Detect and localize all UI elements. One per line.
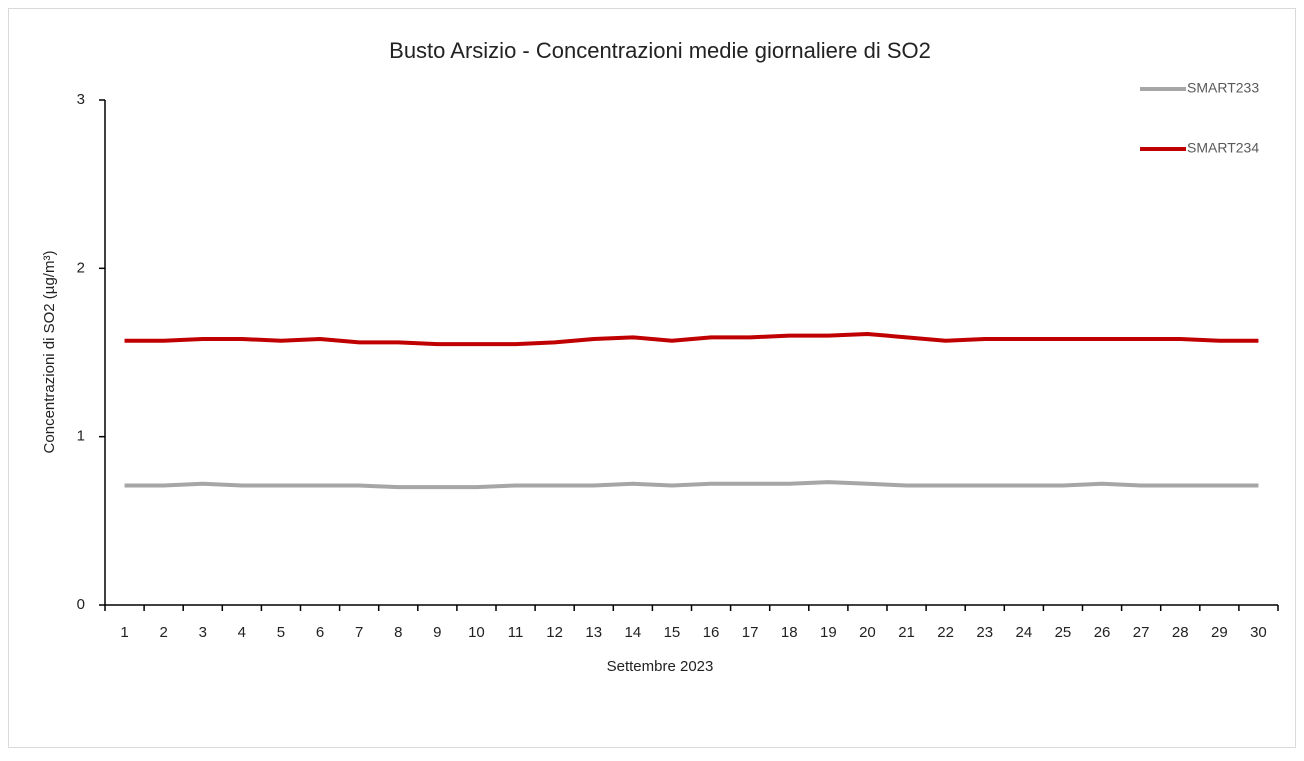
x-tick-label: 3 (199, 624, 207, 641)
chart-border (8, 8, 1296, 748)
chart-title: Busto Arsizio - Concentrazioni medie gio… (389, 38, 931, 63)
series-line (124, 331, 1259, 347)
x-tick-label: 13 (585, 624, 602, 641)
x-tick-label: 29 (1211, 624, 1228, 641)
x-tick-label: 2 (159, 624, 167, 641)
x-tick-label: 9 (433, 624, 441, 641)
x-tick-label: 26 (1094, 624, 1111, 641)
legend-label: SMART233 (1187, 80, 1259, 96)
y-tick-label: 1 (77, 428, 85, 445)
x-tick-label: 20 (859, 624, 876, 641)
x-tick-label: 24 (1016, 624, 1033, 641)
x-tick-label: 23 (976, 624, 993, 641)
y-tick-label: 3 (77, 91, 85, 108)
x-axis-label: Settembre 2023 (607, 658, 714, 675)
x-tick-label: 4 (238, 624, 246, 641)
x-tick-label: 7 (355, 624, 363, 641)
x-tick-label: 6 (316, 624, 324, 641)
x-tick-label: 19 (820, 624, 837, 641)
x-tick-label: 27 (1133, 624, 1150, 641)
x-tick-label: 11 (508, 624, 524, 641)
x-tick-label: 16 (703, 624, 720, 641)
x-tick-label: 21 (898, 624, 915, 641)
x-tick-label: 18 (781, 624, 798, 641)
x-tick-label: 15 (664, 624, 681, 641)
x-tick-label: 12 (546, 624, 563, 641)
y-tick-label: 2 (77, 259, 85, 276)
x-tick-label: 14 (625, 624, 642, 641)
x-tick-label: 10 (468, 624, 485, 641)
series-line (124, 480, 1259, 490)
x-tick-label: 8 (394, 624, 402, 641)
y-axis-label: Concentrazioni di SO2 (µg/m³) (41, 251, 58, 454)
x-tick-label: 5 (277, 624, 285, 641)
x-tick-label: 22 (937, 624, 954, 641)
y-tick-label: 0 (77, 596, 85, 613)
x-tick-label: 25 (1055, 624, 1072, 641)
x-tick-label: 1 (120, 624, 128, 641)
x-tick-label: 30 (1250, 624, 1267, 641)
x-tick-label: 17 (742, 624, 759, 641)
legend-label: SMART234 (1187, 140, 1259, 156)
x-tick-label: 28 (1172, 624, 1189, 641)
